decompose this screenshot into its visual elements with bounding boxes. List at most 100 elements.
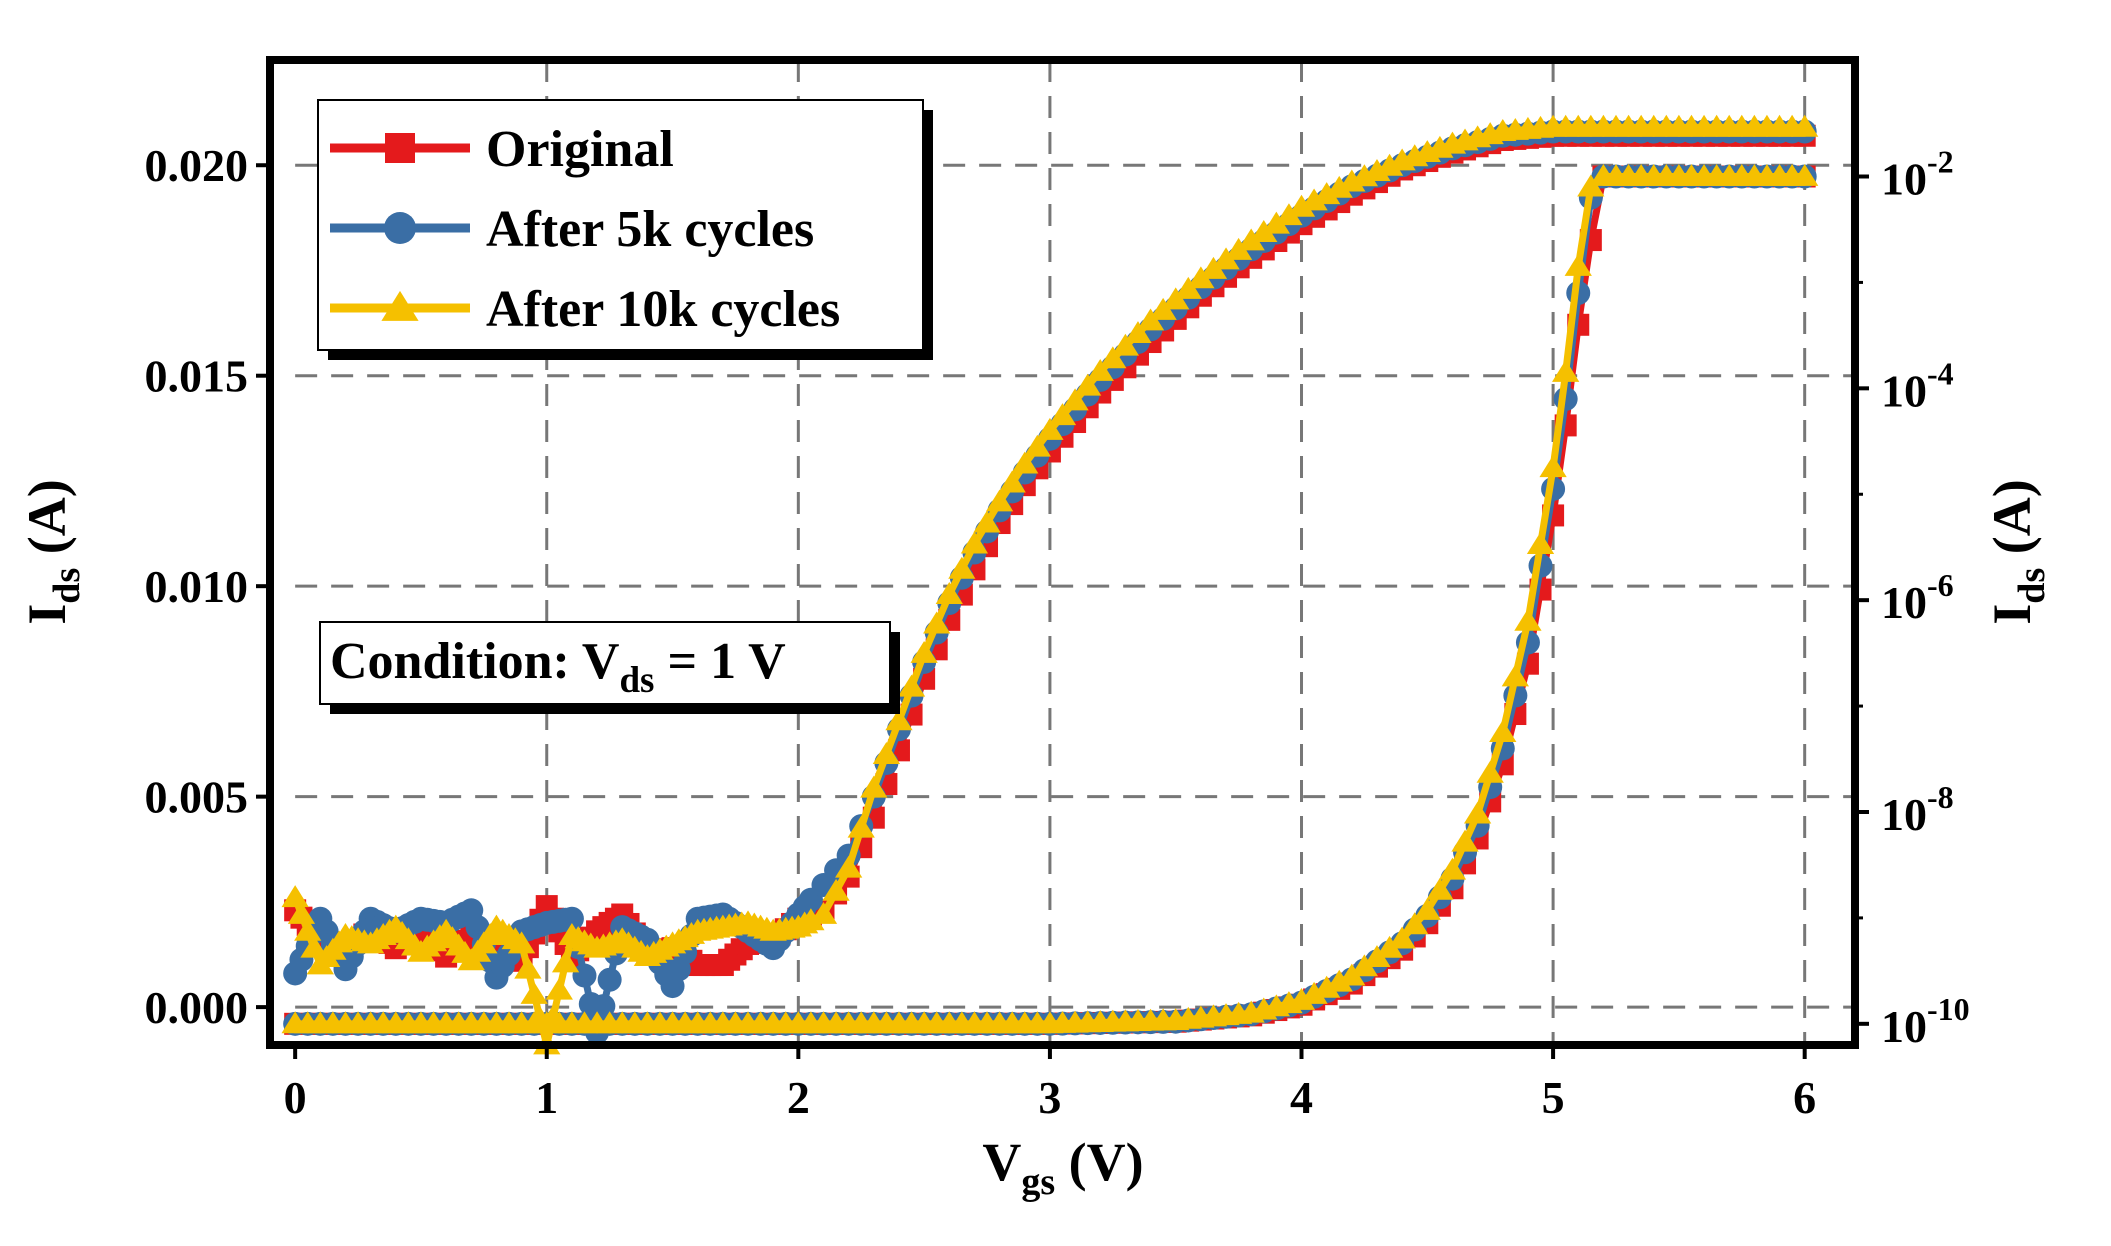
marker-triangle — [1287, 987, 1316, 1010]
y-right-tick-exp: -4 — [1927, 355, 1954, 391]
marker-triangle — [545, 977, 573, 1000]
marker-square — [385, 133, 415, 163]
marker-triangle — [1552, 359, 1580, 382]
y-right-axis-label: Ids (A) — [1982, 479, 2053, 624]
marker-triangle — [1237, 228, 1265, 251]
marker-triangle — [1438, 857, 1467, 880]
marker-triangle — [1791, 114, 1819, 137]
marker-triangle — [1313, 182, 1341, 205]
y-left-axis-label-unit: (A) — [17, 479, 77, 567]
marker-triangle — [520, 981, 548, 1004]
y-right-tick-base: 10 — [1881, 1001, 1927, 1052]
x-axis: 0 1 2 3 4 5 6 — [284, 1045, 1816, 1123]
x-tick-label: 5 — [1542, 1072, 1565, 1123]
x-axis-label-unit: (V) — [1055, 1132, 1143, 1192]
marker-triangle — [1325, 175, 1353, 198]
x-axis-label: Vgs (V) — [982, 1132, 1143, 1203]
y-right-tick-base: 10 — [1881, 577, 1927, 628]
y-left-axis-label-sub: ds — [46, 568, 88, 604]
marker-triangle — [973, 510, 1001, 533]
marker-triangle — [948, 556, 976, 579]
marker-triangle — [1514, 608, 1542, 631]
marker-triangle — [835, 855, 863, 878]
marker-triangle — [1036, 417, 1064, 440]
legend-label: After 5k cycles — [486, 201, 814, 258]
marker-triangle — [1539, 455, 1567, 478]
y-right-tick-label: 10-10 — [1881, 991, 1970, 1052]
y-right-axis-label-main: I — [1982, 604, 2042, 625]
marker-triangle — [1099, 346, 1127, 369]
y-left-axis-label-main: I — [17, 604, 77, 625]
y-left-tick-label: 0.010 — [145, 561, 249, 612]
marker-triangle — [1791, 163, 1819, 186]
marker-triangle — [381, 290, 419, 321]
y-left-tick-label: 0.020 — [145, 140, 249, 191]
marker-triangle — [1275, 203, 1303, 226]
legend: Original After 5k cycles After 10k cycles — [317, 99, 933, 360]
condition-label: Condition: V — [330, 633, 619, 690]
x-tick-label: 6 — [1793, 1072, 1816, 1123]
condition-value: = 1 V — [654, 633, 785, 690]
y-left-tick-label: 0.005 — [145, 772, 249, 823]
marker-triangle — [1048, 403, 1077, 426]
marker-triangle — [294, 918, 322, 941]
marker-triangle — [1451, 829, 1479, 852]
marker-triangle — [847, 815, 875, 838]
marker-triangle — [1262, 211, 1290, 234]
legend-label: Original — [486, 121, 674, 178]
marker-circle — [384, 212, 416, 244]
y-right-tick-base: 10 — [1881, 365, 1927, 416]
marker-triangle — [1401, 912, 1429, 935]
marker-triangle — [1023, 434, 1051, 457]
y-right-axis-label-unit: (A) — [1982, 479, 2042, 567]
condition-sub: ds — [619, 660, 654, 701]
marker-triangle — [1476, 760, 1504, 783]
marker-triangle — [897, 674, 926, 697]
marker-triangle — [872, 742, 901, 764]
marker-circle — [572, 963, 597, 988]
marker-triangle — [1287, 194, 1316, 217]
marker-triangle — [1313, 975, 1341, 998]
marker-triangle — [1564, 253, 1592, 276]
marker-triangle — [287, 901, 316, 924]
marker-triangle — [1426, 877, 1454, 900]
legend-item: Original — [330, 121, 674, 178]
marker-triangle — [809, 901, 838, 924]
x-tick-label: 1 — [535, 1072, 558, 1123]
marker-triangle — [281, 885, 309, 908]
marker-triangle — [300, 935, 328, 958]
x-tick-label: 2 — [787, 1072, 810, 1123]
y-right-tick-label: 10-2 — [1881, 144, 1954, 205]
marker-triangle — [910, 640, 938, 663]
y-left-tick-label: 0.000 — [145, 982, 249, 1033]
marker-triangle — [1489, 720, 1517, 742]
legend-item: After 10k cycles — [330, 281, 840, 338]
y-left-axis: 0.000 0.005 0.010 0.015 0.020 — [145, 140, 270, 1033]
marker-triangle — [514, 956, 542, 979]
condition-text: Condition: Vds = 1 V — [330, 633, 786, 701]
x-axis-label-sub: gs — [1021, 1161, 1055, 1203]
y-right-tick-exp: -2 — [1927, 144, 1954, 180]
marker-triangle — [1325, 969, 1353, 992]
marker-triangle — [507, 931, 536, 954]
marker-triangle — [1061, 388, 1089, 411]
condition-box — [319, 621, 891, 705]
marker-triangle — [1526, 532, 1555, 554]
marker-triangle — [1388, 926, 1416, 949]
y-right-tick-exp: -10 — [1927, 991, 1970, 1027]
marker-triangle — [998, 470, 1026, 493]
marker-triangle — [885, 708, 913, 731]
y-left-axis-label: Ids (A) — [17, 479, 88, 624]
marker-triangle — [1501, 664, 1529, 687]
marker-triangle — [935, 582, 963, 604]
marker-triangle — [1074, 373, 1102, 396]
y-right-tick-base: 10 — [1881, 154, 1927, 205]
x-tick-label: 4 — [1290, 1072, 1313, 1123]
marker-circle — [559, 906, 584, 931]
marker-triangle — [923, 611, 951, 634]
marker-triangle — [1111, 333, 1140, 356]
marker-triangle — [1300, 981, 1328, 1004]
plot-frame — [266, 56, 1859, 1049]
